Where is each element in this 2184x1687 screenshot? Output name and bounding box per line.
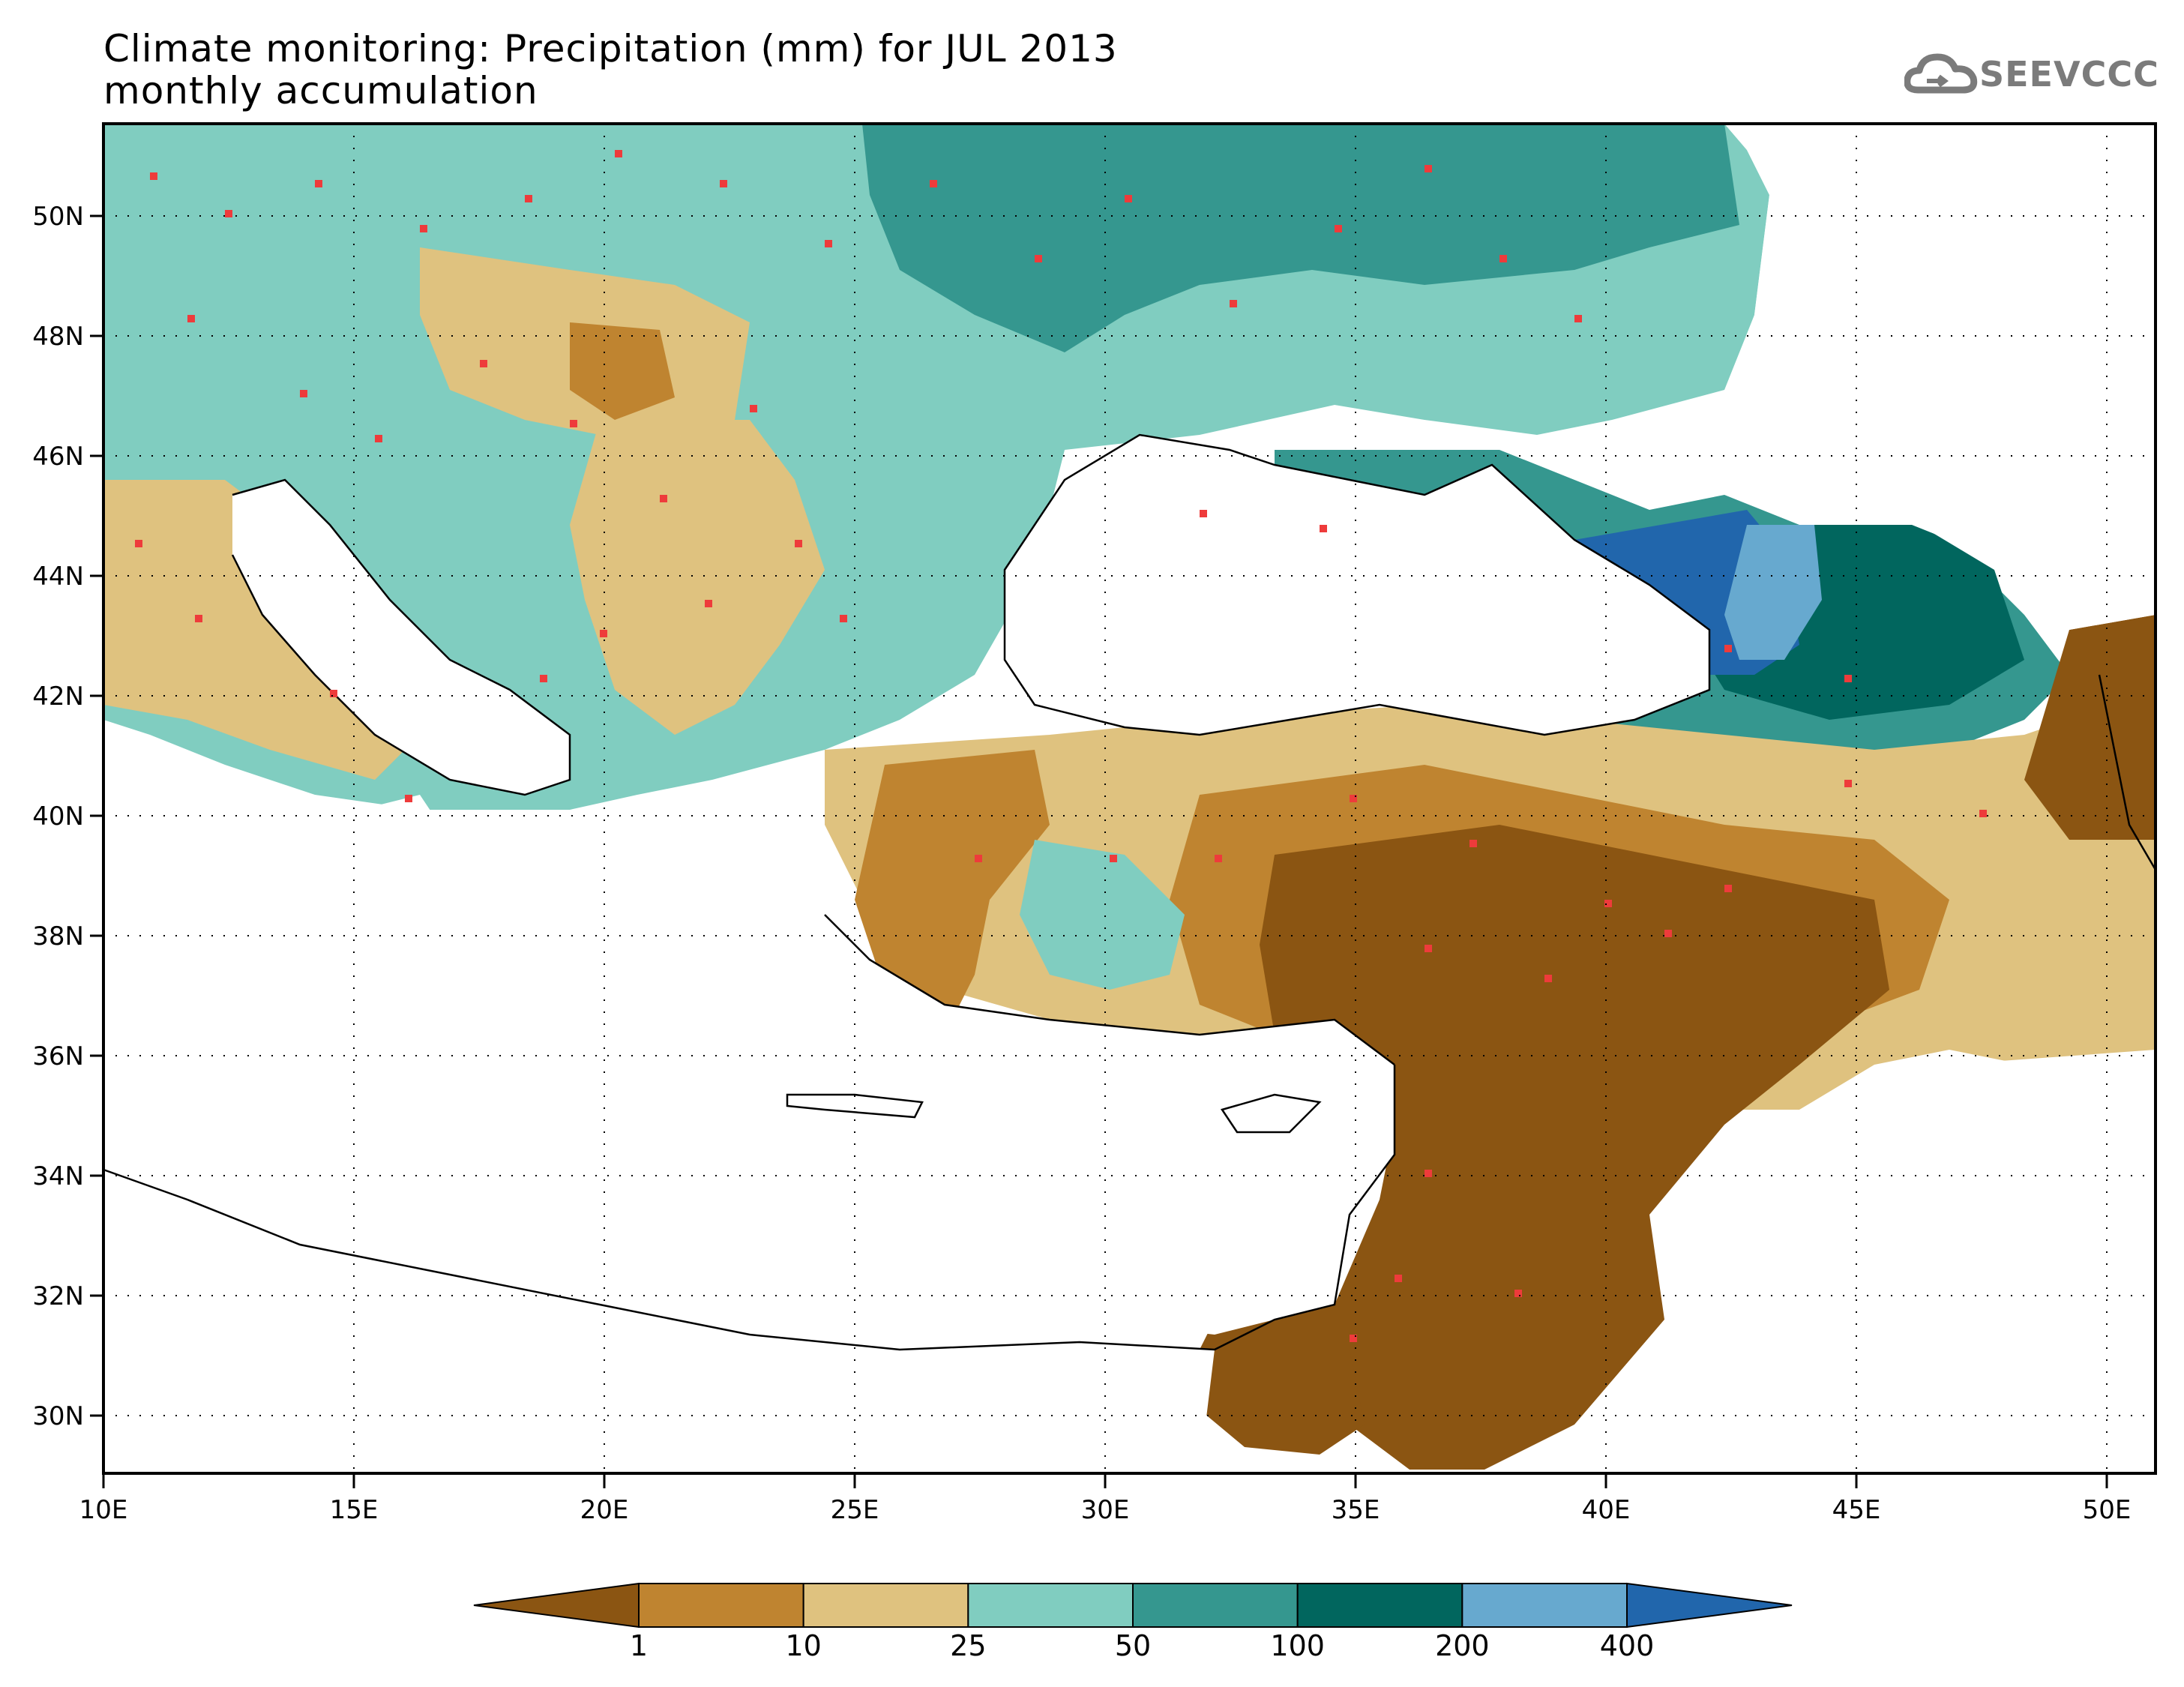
iraq-white (1484, 1050, 2156, 1473)
lon-label: 35E (1332, 1495, 1380, 1525)
y-tick-labels: 50N 48N 46N 44N 42N 40N 38N 36N 34N 32N … (32, 202, 84, 1431)
colorbar-label: 400 (1600, 1629, 1655, 1662)
colorbar-bin (1132, 1583, 1299, 1628)
lon-label: 10E (79, 1495, 128, 1525)
map-title: Climate monitoring: Precipitation (mm) f… (103, 27, 1118, 70)
lon-label: 45E (1832, 1495, 1881, 1525)
cloud-icon (1904, 53, 1978, 94)
x-tick-labels: 10E 15E 20E 25E 30E 35E 40E 45E 50E (79, 1495, 2132, 1525)
colorbar-bin (1296, 1583, 1463, 1628)
field-region-dry-hungary-core (570, 322, 675, 420)
colorbar: 1 10 25 50 100 200 400 (473, 1582, 1793, 1662)
mediterranean-sea (103, 795, 1395, 1335)
field-region-mid-north (862, 124, 1739, 352)
lon-label: 30E (1081, 1495, 1130, 1525)
italy-coast (231, 478, 571, 796)
y-ticks (90, 214, 103, 1417)
lat-label: 30N (32, 1401, 84, 1431)
lat-label: 38N (32, 921, 84, 951)
colorbar-bin (638, 1583, 804, 1628)
field-region-north-italy (103, 480, 420, 780)
colorbar-bin (1626, 1582, 1793, 1629)
anatolia-coast (824, 914, 1395, 1065)
field-region-sinai (1200, 1350, 1365, 1455)
x-ticks (102, 1473, 2108, 1488)
lat-label: 44N (32, 562, 84, 592)
colorbar-label: 200 (1435, 1629, 1490, 1662)
colorbar-bin (1461, 1583, 1628, 1628)
station-markers (135, 150, 1987, 1342)
black-sea-coast (1003, 433, 1711, 736)
colorbar-label: 100 (1270, 1629, 1325, 1662)
field-region-caucasus-lightblue (1724, 525, 1822, 660)
lon-label: 50E (2083, 1495, 2132, 1525)
field-region-central-anatolia-wet (1020, 840, 1185, 990)
map-subtitle: monthly accumulation (103, 69, 538, 112)
lat-label: 50N (32, 202, 84, 232)
lon-label: 20E (580, 1495, 629, 1525)
map-field (103, 124, 2156, 1473)
mediterranean-coast (103, 1065, 1396, 1351)
map-frame (102, 122, 2157, 1475)
field-region-east-anatolia-core (1200, 825, 1889, 1470)
cyprus-coast (1221, 1093, 1322, 1134)
colorbar-bin (802, 1583, 969, 1628)
lat-label: 40N (32, 802, 84, 832)
lat-label: 34N (32, 1161, 84, 1191)
east-white (1724, 124, 2156, 630)
lat-label: 36N (32, 1041, 84, 1071)
colorbar-label: 50 (1115, 1629, 1151, 1662)
field-region-iran (2024, 615, 2156, 840)
lat-label: 32N (32, 1281, 84, 1311)
adriatic-sea (232, 480, 570, 795)
africa-land (103, 1170, 1215, 1473)
lat-label: 48N (32, 322, 84, 352)
lon-label: 15E (330, 1495, 379, 1525)
colorbar-label: 25 (950, 1629, 986, 1662)
crete-coast (786, 1093, 924, 1119)
lon-label: 40E (1582, 1495, 1631, 1525)
field-region-balkans-dry (570, 420, 825, 735)
colorbar-label: 10 (785, 1629, 821, 1662)
lat-label: 46N (32, 442, 84, 472)
colorbar-label: 1 (630, 1629, 648, 1662)
field-region-levant-dry (855, 750, 1050, 1035)
lat-label: 42N (32, 682, 84, 712)
colorbar-bin (473, 1582, 640, 1629)
coastlines (103, 433, 2157, 1351)
lon-label: 25E (831, 1495, 879, 1525)
logo-text: SEEVCCC (1979, 54, 2159, 94)
black-sea (1005, 435, 1709, 735)
colorbar-bin (967, 1583, 1134, 1628)
